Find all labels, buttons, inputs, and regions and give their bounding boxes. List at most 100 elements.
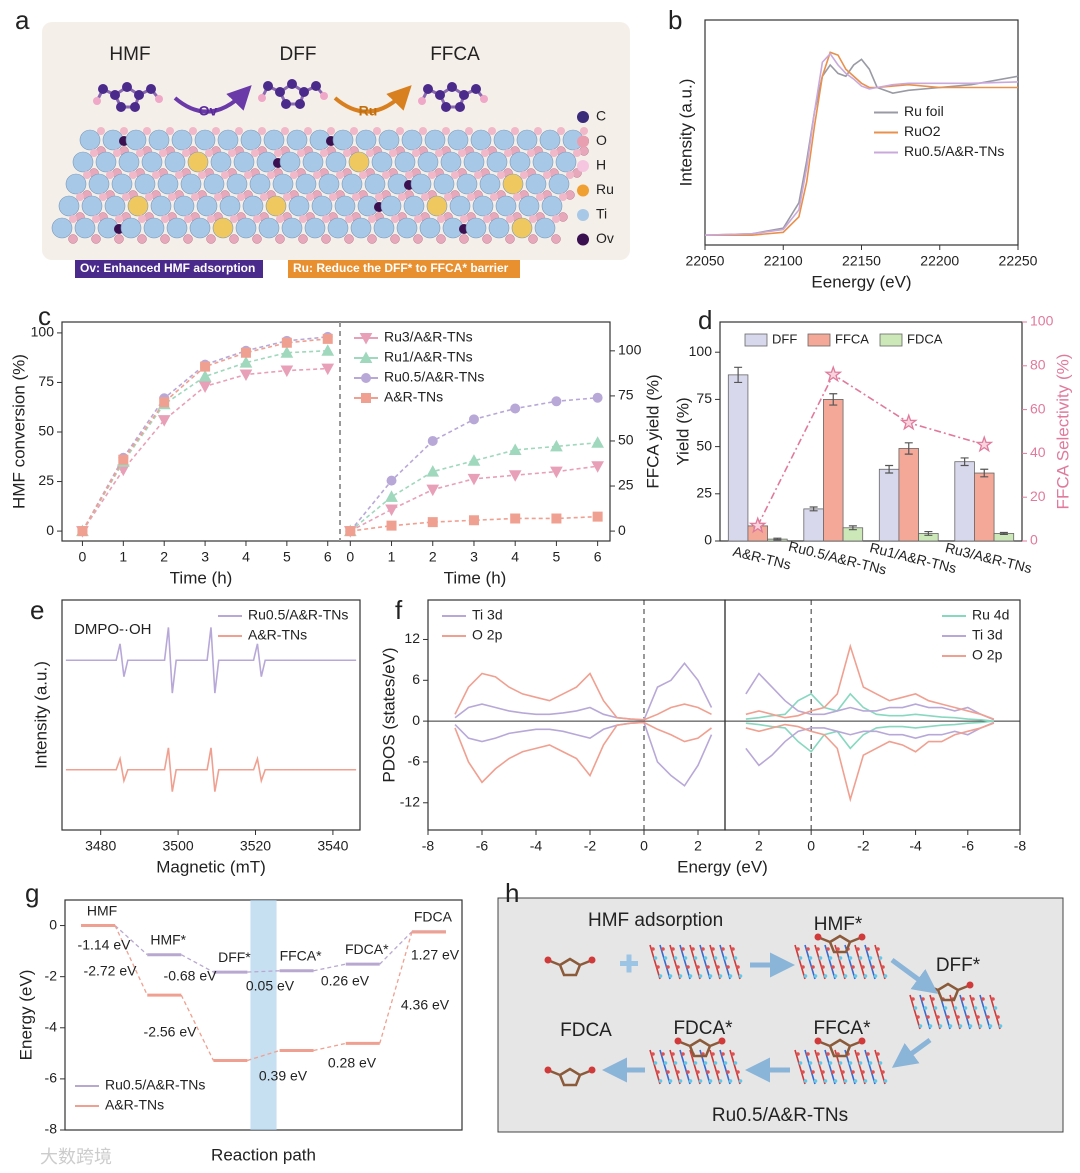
- data-point: [551, 396, 562, 407]
- step-label: FDCA: [560, 1020, 612, 1041]
- y-tick-label: 0: [46, 522, 54, 538]
- atom: [217, 129, 239, 151]
- x-tick-label: -6: [962, 838, 975, 854]
- atom: [440, 151, 462, 173]
- lattice-atom: [716, 1070, 720, 1074]
- atom: [389, 149, 397, 157]
- atom: [483, 215, 491, 223]
- data-point: [157, 415, 171, 427]
- atom: [412, 149, 420, 157]
- atom: [504, 149, 512, 157]
- legend-label: A&R-TNs: [105, 1097, 164, 1113]
- atom: [242, 195, 264, 217]
- x-tick-label: 4: [511, 549, 519, 565]
- lattice-atom: [728, 1079, 733, 1083]
- series-line: [81, 367, 328, 532]
- x-tick-label: 2: [694, 838, 702, 854]
- atom: [299, 215, 307, 223]
- data-point: [239, 356, 253, 368]
- data-point: [748, 516, 767, 534]
- atom: [318, 173, 340, 195]
- legend-atom: [577, 135, 589, 148]
- atom: [509, 151, 531, 173]
- x-tick-label: 22250: [999, 253, 1038, 269]
- atom: [506, 215, 514, 223]
- atom: [152, 171, 160, 179]
- series-line: [454, 721, 712, 784]
- legend-label: FFCA: [835, 331, 869, 346]
- atom: [166, 217, 188, 239]
- data-point: [118, 454, 129, 465]
- atom: [401, 129, 423, 151]
- atom: [426, 195, 448, 217]
- data-point: [550, 466, 563, 479]
- atom: [295, 99, 305, 109]
- series-line: [65, 747, 357, 792]
- atom: [513, 193, 521, 201]
- lattice: [649, 1049, 661, 1085]
- lattice-atom: [808, 1061, 813, 1065]
- atom: [304, 127, 312, 135]
- atom: [548, 173, 570, 195]
- x-axis-label: Magnetic (mT): [156, 857, 266, 876]
- atom: [536, 193, 544, 201]
- atom: [327, 217, 349, 239]
- atom: [345, 215, 353, 223]
- lattice-atom: [713, 1061, 718, 1065]
- atom: [281, 217, 303, 239]
- atom: [674, 1037, 682, 1045]
- bar: [974, 472, 995, 542]
- series-line: [745, 721, 995, 767]
- atom: [366, 149, 374, 157]
- lattice-atom: [651, 947, 655, 951]
- atom: [134, 90, 144, 100]
- lattice-atom: [681, 1052, 685, 1056]
- annotation: -0.68 eV: [164, 968, 218, 984]
- molecule: [549, 957, 591, 977]
- lattice-atom: [723, 956, 728, 960]
- x-tick-label: -8: [1014, 838, 1027, 854]
- atom: [127, 195, 149, 217]
- lattice: [729, 944, 741, 980]
- atom: [334, 195, 356, 217]
- atom: [428, 171, 436, 179]
- atom: [249, 173, 271, 195]
- atom: [146, 84, 156, 94]
- legend-label: Ru3/A&R-TNs: [384, 329, 473, 345]
- atom: [413, 234, 423, 244]
- atom: [447, 129, 469, 151]
- atom: [83, 171, 91, 179]
- lattice-atom: [988, 1024, 993, 1028]
- legend-label: Ru0.5/A&R-TNs: [384, 369, 484, 385]
- data-point: [200, 361, 211, 372]
- connector: [379, 931, 413, 1044]
- atom: [198, 171, 206, 179]
- lattice-atom: [863, 974, 868, 978]
- lattice-atom: [738, 1079, 743, 1083]
- atom: [528, 234, 538, 244]
- legend-label: Ru1/A&R-TNs: [384, 349, 473, 365]
- atom: [470, 129, 492, 151]
- atom: [394, 151, 416, 173]
- legend-label: DFF: [772, 331, 797, 346]
- x-tick-label: 4: [242, 549, 250, 565]
- atom: [534, 127, 542, 135]
- atom: [380, 195, 402, 217]
- x-tick-label: -4: [909, 838, 922, 854]
- atom: [471, 84, 481, 94]
- x-tick-label: 3: [201, 549, 209, 565]
- atom: [559, 193, 567, 201]
- lattice: [814, 944, 826, 980]
- x-tick-label: 2: [160, 549, 168, 565]
- lattice-atom: [671, 1052, 675, 1056]
- atom: [58, 195, 80, 217]
- lattice-atom: [821, 1070, 825, 1074]
- plus: [626, 954, 632, 973]
- atom: [143, 127, 151, 135]
- x-tick-label: 5: [283, 549, 291, 565]
- lattice-atom: [806, 1052, 810, 1056]
- atom: [148, 129, 170, 151]
- atom: [966, 981, 974, 989]
- lattice-atom: [876, 1052, 880, 1056]
